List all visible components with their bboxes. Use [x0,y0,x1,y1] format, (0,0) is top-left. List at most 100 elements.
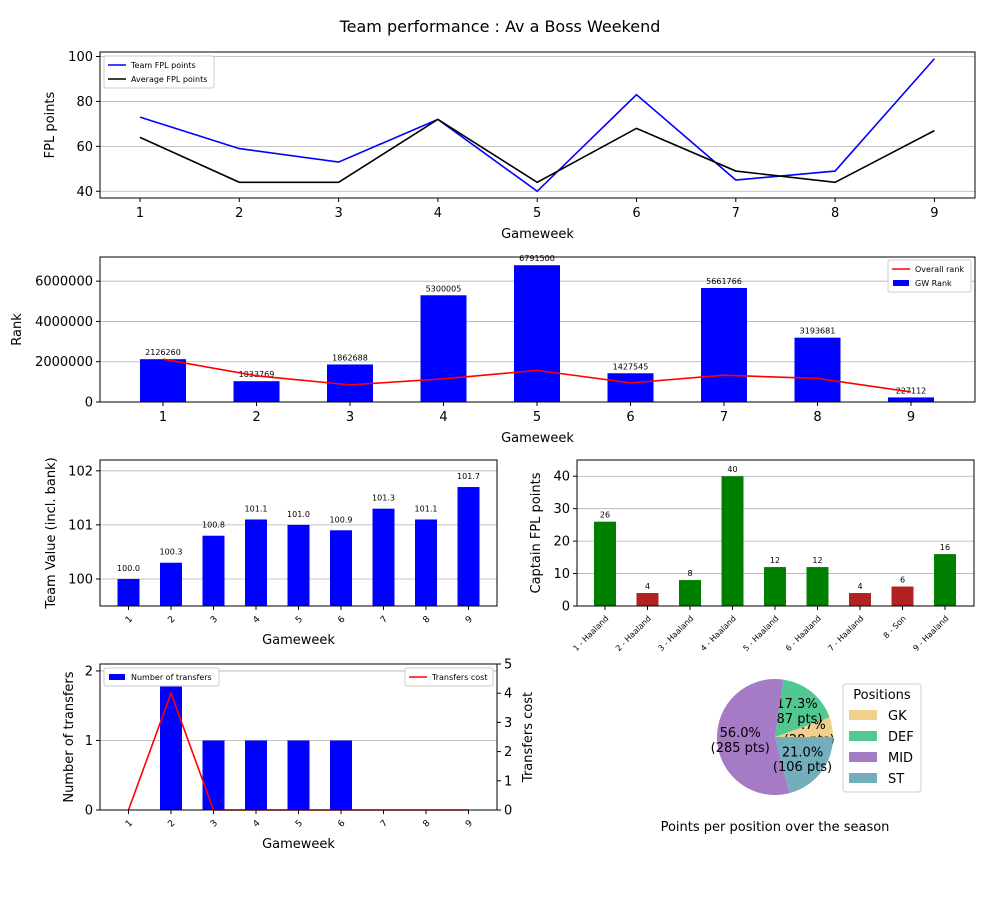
legend-bar-swatch [109,674,125,680]
captain-bar-label: 16 [940,543,950,552]
value-y-tick-label: 100 [68,572,93,587]
pie-slice-label-line: (87 pts) [771,712,822,727]
x-tick-label: 9 - Haaland [911,614,950,653]
y-axis-label: Rank [10,313,25,346]
captain-bar-label: 8 [687,569,692,578]
x-tick-label: 9 [907,410,915,425]
x-tick-label: 8 [421,614,432,625]
y2-tick-label: 0 [504,804,512,819]
captain-bar [806,567,829,606]
x-tick-label: 8 [421,818,432,829]
x-tick-label: 6 [632,206,640,221]
captain-bar-label: 26 [600,511,610,520]
pie-slice-label-line: 56.0% [720,726,761,741]
captain-y-tick-label: 40 [553,470,570,485]
captain-y-tick-label: 10 [553,567,570,582]
captain-y-tick-label: 0 [562,600,570,615]
rank-bar-label: 1427545 [613,362,649,371]
pie-slice-def [775,679,830,737]
pie-slice-label-line: 21.0% [782,745,823,760]
pie-slice-label: 56.0% (285 pts) [711,726,770,756]
x-tick-label: 7 [379,819,390,830]
y-axis-label: Team Value (incl. bank) [44,457,59,609]
value-bar-label: 100.8 [202,521,225,530]
rank-bar [514,265,560,402]
captain-bar-label: 4 [857,582,862,591]
x-tick-label: 3 [334,206,342,221]
y-axis-label: FPL points [43,91,58,158]
value-bar [372,508,395,606]
captain-bar [891,586,914,606]
rank-bar [233,381,280,402]
transfers-bar [330,740,352,810]
x-tick-label: 9 [464,614,475,625]
points-y-tick-label: 80 [76,95,93,110]
x-tick-label: 9 [464,818,475,829]
value-bar-label: 101.0 [287,510,310,519]
pie-slice-label-line: (106 pts) [773,760,832,775]
value-bar-label: 100.0 [117,564,140,573]
pie-slice-st [775,737,833,794]
x-tick-label: 3 - Haaland [656,614,695,653]
x-tick-label: 3 [346,410,354,425]
x-axis-label: Gameweek [501,227,574,242]
overall-rank-line [162,358,912,393]
y2-tick-label: 4 [504,687,512,702]
pie-legend-label: ST [888,772,904,787]
points-y-tick-label: 100 [68,50,93,65]
transfers-bar [245,740,267,810]
legend-label: Number of transfers [131,673,212,682]
legend-bar-swatch [893,280,909,286]
pie-legend-swatch [849,731,877,741]
figure-title: Team performance : Av a Boss Weekend [339,17,661,36]
x-tick-label: 6 - Haaland [784,614,823,653]
pie-slice-mid [717,679,790,795]
rank-bar [140,359,186,402]
value-y-tick-label: 101 [68,518,93,533]
legend-label: Transfers cost [431,673,487,682]
captain-points-chart: 0 10 20 30 40 26 4 8 40 12 12 4 6 16 1 - Haaland 2 - Ha… [529,459,975,653]
legend-label: GW Rank [915,279,952,288]
rank-bar-label: 1862688 [332,353,368,362]
series-line [139,58,935,193]
value-bar-label: 101.7 [457,472,480,481]
value-bar [330,530,352,606]
value-bar [202,535,225,606]
x-tick-label: 5 - Haaland [741,614,780,653]
rank-bar [420,295,467,402]
value-bar-label: 101.1 [245,504,268,513]
value-bar [160,562,182,606]
rank-bar-label: 1033769 [239,370,275,379]
y-axis-label: Captain FPL points [529,472,544,593]
y-axis-label: Number of transfers [62,671,77,802]
positions-pie-chart: 5.7%(28 pts)17.3%(87 pts)56.0%(285 pts)2… [661,679,922,835]
x-tick-label: 2 [235,206,243,221]
rank-y-tick-label: 2000000 [35,355,93,370]
rank-y-tick-label: 4000000 [35,315,93,330]
series-line [139,118,935,184]
x-tick-label: 2 [166,615,177,626]
captain-bar [934,554,956,606]
legend-box [103,55,215,89]
plot-frame [99,51,976,199]
value-y-tick-label: 102 [68,464,93,479]
x-tick-label: 9 [930,206,938,221]
captain-y-tick-label: 20 [553,535,570,550]
legend-label: Team FPL points [130,61,196,70]
captain-bar-label: 12 [812,556,822,565]
x-tick-label: 6 [336,614,347,625]
transfers-bar [160,670,182,810]
x-axis-label: Gameweek [262,633,335,648]
rank-bar-label: 227112 [896,386,927,395]
captain-bar-label: 4 [645,582,650,591]
transfers-chart: 0 1 2 0 1 2 3 4 5 1 2 3 4 5 6 7 8 9 Gameweek Number of tran… [62,658,536,853]
x-tick-label: 2 [252,410,260,425]
rank-bar-label: 3193681 [800,327,836,336]
transfers-y-tick-label: 0 [85,804,93,819]
x-tick-label: 8 [831,206,839,221]
captain-y-tick-label: 30 [553,502,570,517]
value-bar [287,524,310,606]
captain-bar-label: 40 [727,465,737,474]
captain-bar-label: 12 [770,556,780,565]
